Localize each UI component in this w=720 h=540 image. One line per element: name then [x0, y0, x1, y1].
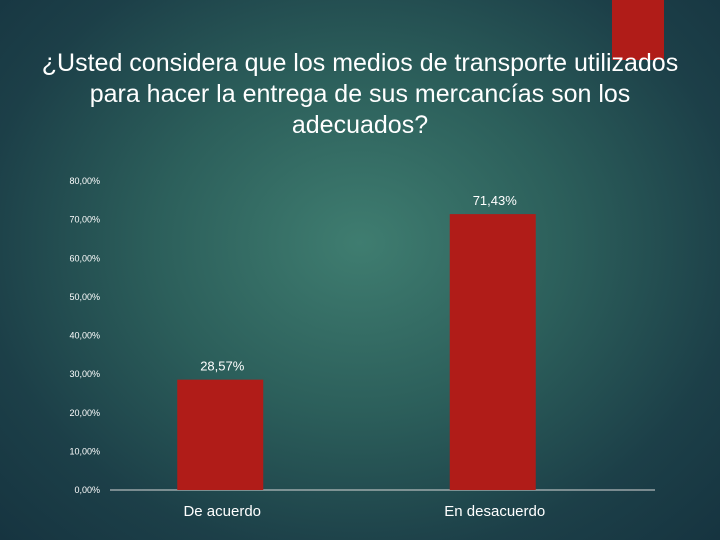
data-labels: 28,57% 71,43%: [200, 193, 517, 374]
x-tick-label: En desacuerdo: [444, 503, 545, 520]
bar-value-label: 71,43%: [473, 193, 518, 208]
y-tick-label: 50,00%: [69, 292, 100, 302]
bar: [449, 214, 536, 490]
y-tick-label: 70,00%: [69, 215, 100, 225]
accent-bar: [612, 0, 664, 60]
y-tick-label: 80,00%: [69, 176, 100, 186]
y-tick-label: 30,00%: [69, 369, 100, 379]
x-tick-label: De acuerdo: [183, 503, 261, 520]
bar: [177, 379, 264, 490]
chart-title: ¿Usted considera que los medios de trans…: [41, 49, 679, 139]
y-tick-label: 40,00%: [69, 331, 100, 341]
y-tick-label: 0,00%: [74, 485, 100, 495]
bars: [177, 214, 536, 490]
bar-value-label: 28,57%: [200, 359, 245, 374]
y-tick-label: 20,00%: [69, 408, 100, 418]
x-axis-labels: De acuerdo En desacuerdo: [183, 503, 545, 520]
y-axis-ticks: 0,00% 10,00% 20,00% 30,00% 40,00% 50,00% 60,00…: [69, 176, 100, 495]
y-tick-label: 10,00%: [69, 446, 100, 456]
y-tick-label: 60,00%: [69, 253, 100, 263]
